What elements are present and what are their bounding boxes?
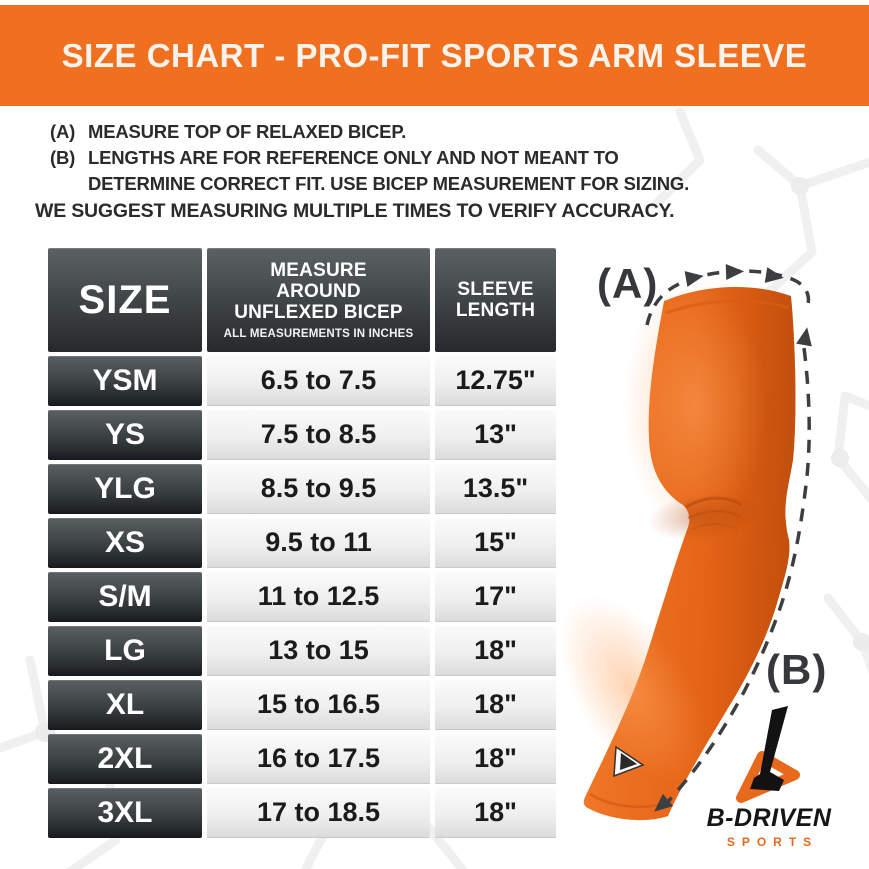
note-b-text: LENGTHS ARE FOR REFERENCE ONLY AND NOT M… (88, 147, 690, 194)
bicep-cell: 13 to 15 (207, 626, 430, 676)
bicep-cell: 15 to 16.5 (207, 680, 430, 730)
note-b: (B) LENGTHS ARE FOR REFERENCE ONLY AND N… (50, 145, 689, 197)
note-footer: WE SUGGEST MEASURING MULTIPLE TIMES TO V… (35, 200, 675, 222)
measurement-b-line (662, 347, 811, 808)
size-cell: XS (48, 518, 202, 568)
header-bicep: MEASURE AROUND UNFLEXED BICEP ALL MEASUR… (207, 248, 430, 352)
note-a-marker: (A) (50, 121, 76, 142)
size-cell: 3XL (48, 788, 202, 838)
brand-tagline: SPORTS (726, 835, 819, 849)
note-b-marker: (B) (50, 147, 76, 168)
brand-name: B-DRIVEN (706, 804, 832, 832)
b-driven-logo-mark (736, 706, 800, 803)
sleeve-logo-patch (613, 745, 645, 778)
bicep-cell: 7.5 to 8.5 (207, 410, 430, 460)
sleeve-cell: 18" (435, 788, 556, 838)
sleeve-cell: 18" (435, 734, 556, 784)
bicep-cell: 8.5 to 9.5 (207, 464, 430, 514)
bicep-cell: 17 to 18.5 (207, 788, 430, 838)
size-cell: 2XL (48, 734, 202, 784)
page-title: SIZE CHART - PRO-FIT SPORTS ARM SLEEVE (61, 36, 808, 74)
sleeve-cell: 18" (435, 680, 556, 730)
bicep-cell: 9.5 to 11 (207, 518, 430, 568)
note-a: (A) MEASURE TOP OF RELAXED BICEP. (50, 119, 689, 145)
title-banner: SIZE CHART - PRO-FIT SPORTS ARM SLEEVE (0, 5, 869, 106)
sleeve-cell: 18" (435, 626, 556, 676)
measuring-notes: (A) MEASURE TOP OF RELAXED BICEP. (B) LE… (35, 119, 689, 224)
size-cell: S/M (48, 572, 202, 622)
bicep-cell: 6.5 to 7.5 (207, 356, 430, 406)
sleeve-cell: 13.5" (435, 464, 556, 514)
header-sleeve-length: SLEEVE LENGTH (435, 248, 556, 352)
note-a-text: MEASURE TOP OF RELAXED BICEP. (88, 121, 407, 142)
size-cell: YLG (48, 464, 202, 514)
size-cell: XL (48, 680, 202, 730)
label-b: (B) (766, 646, 828, 693)
size-table: SIZE MEASURE AROUND UNFLEXED BICEP ALL M… (48, 248, 556, 838)
label-a: (A) (597, 260, 659, 307)
size-cell: YS (48, 410, 202, 460)
brand-block: B-DRIVEN SPORTS (698, 804, 840, 849)
bicep-cell: 16 to 17.5 (207, 734, 430, 784)
size-cell: YSM (48, 356, 202, 406)
sleeve-cell: 17" (435, 572, 556, 622)
sleeve-shape (559, 277, 796, 821)
size-cell: LG (48, 626, 202, 676)
sleeve-cell: 13" (435, 410, 556, 460)
bicep-cell: 11 to 12.5 (207, 572, 430, 622)
header-size: SIZE (48, 248, 202, 352)
sleeve-cell: 15" (435, 518, 556, 568)
sleeve-cell: 12.75" (435, 356, 556, 406)
measurement-b-arrows (654, 327, 812, 812)
measurement-a-arrows (684, 264, 784, 287)
